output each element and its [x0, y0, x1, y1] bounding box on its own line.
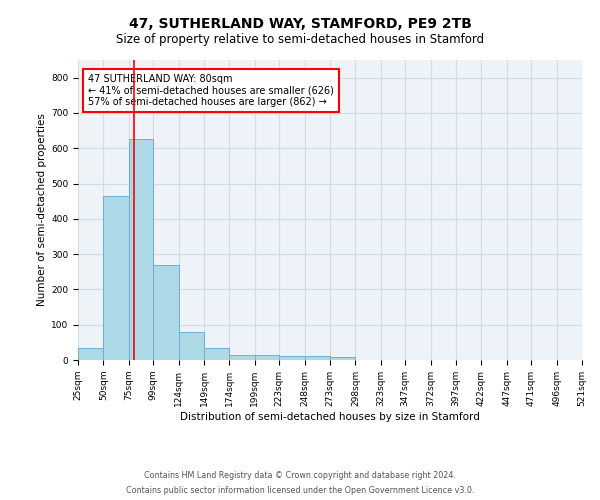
- Bar: [129, 139, 153, 360]
- Text: 47 SUTHERLAND WAY: 80sqm
← 41% of semi-detached houses are smaller (626)
57% of : 47 SUTHERLAND WAY: 80sqm ← 41% of semi-d…: [88, 74, 334, 106]
- X-axis label: Distribution of semi-detached houses by size in Stamford: Distribution of semi-detached houses by …: [180, 412, 480, 422]
- Bar: [179, 332, 204, 360]
- Y-axis label: Number of semi-detached properties: Number of semi-detached properties: [37, 114, 47, 306]
- Bar: [255, 356, 279, 360]
- Bar: [229, 354, 255, 360]
- Bar: [330, 357, 355, 360]
- Text: Contains public sector information licensed under the Open Government Licence v3: Contains public sector information licen…: [126, 486, 474, 495]
- Text: Contains HM Land Registry data © Crown copyright and database right 2024.: Contains HM Land Registry data © Crown c…: [144, 471, 456, 480]
- Bar: [103, 196, 129, 360]
- Text: 47, SUTHERLAND WAY, STAMFORD, PE9 2TB: 47, SUTHERLAND WAY, STAMFORD, PE9 2TB: [128, 18, 472, 32]
- Bar: [204, 348, 229, 360]
- Bar: [153, 264, 179, 360]
- Text: Size of property relative to semi-detached houses in Stamford: Size of property relative to semi-detach…: [116, 32, 484, 46]
- Bar: [305, 356, 330, 360]
- Bar: [78, 348, 103, 360]
- Bar: [279, 356, 305, 360]
